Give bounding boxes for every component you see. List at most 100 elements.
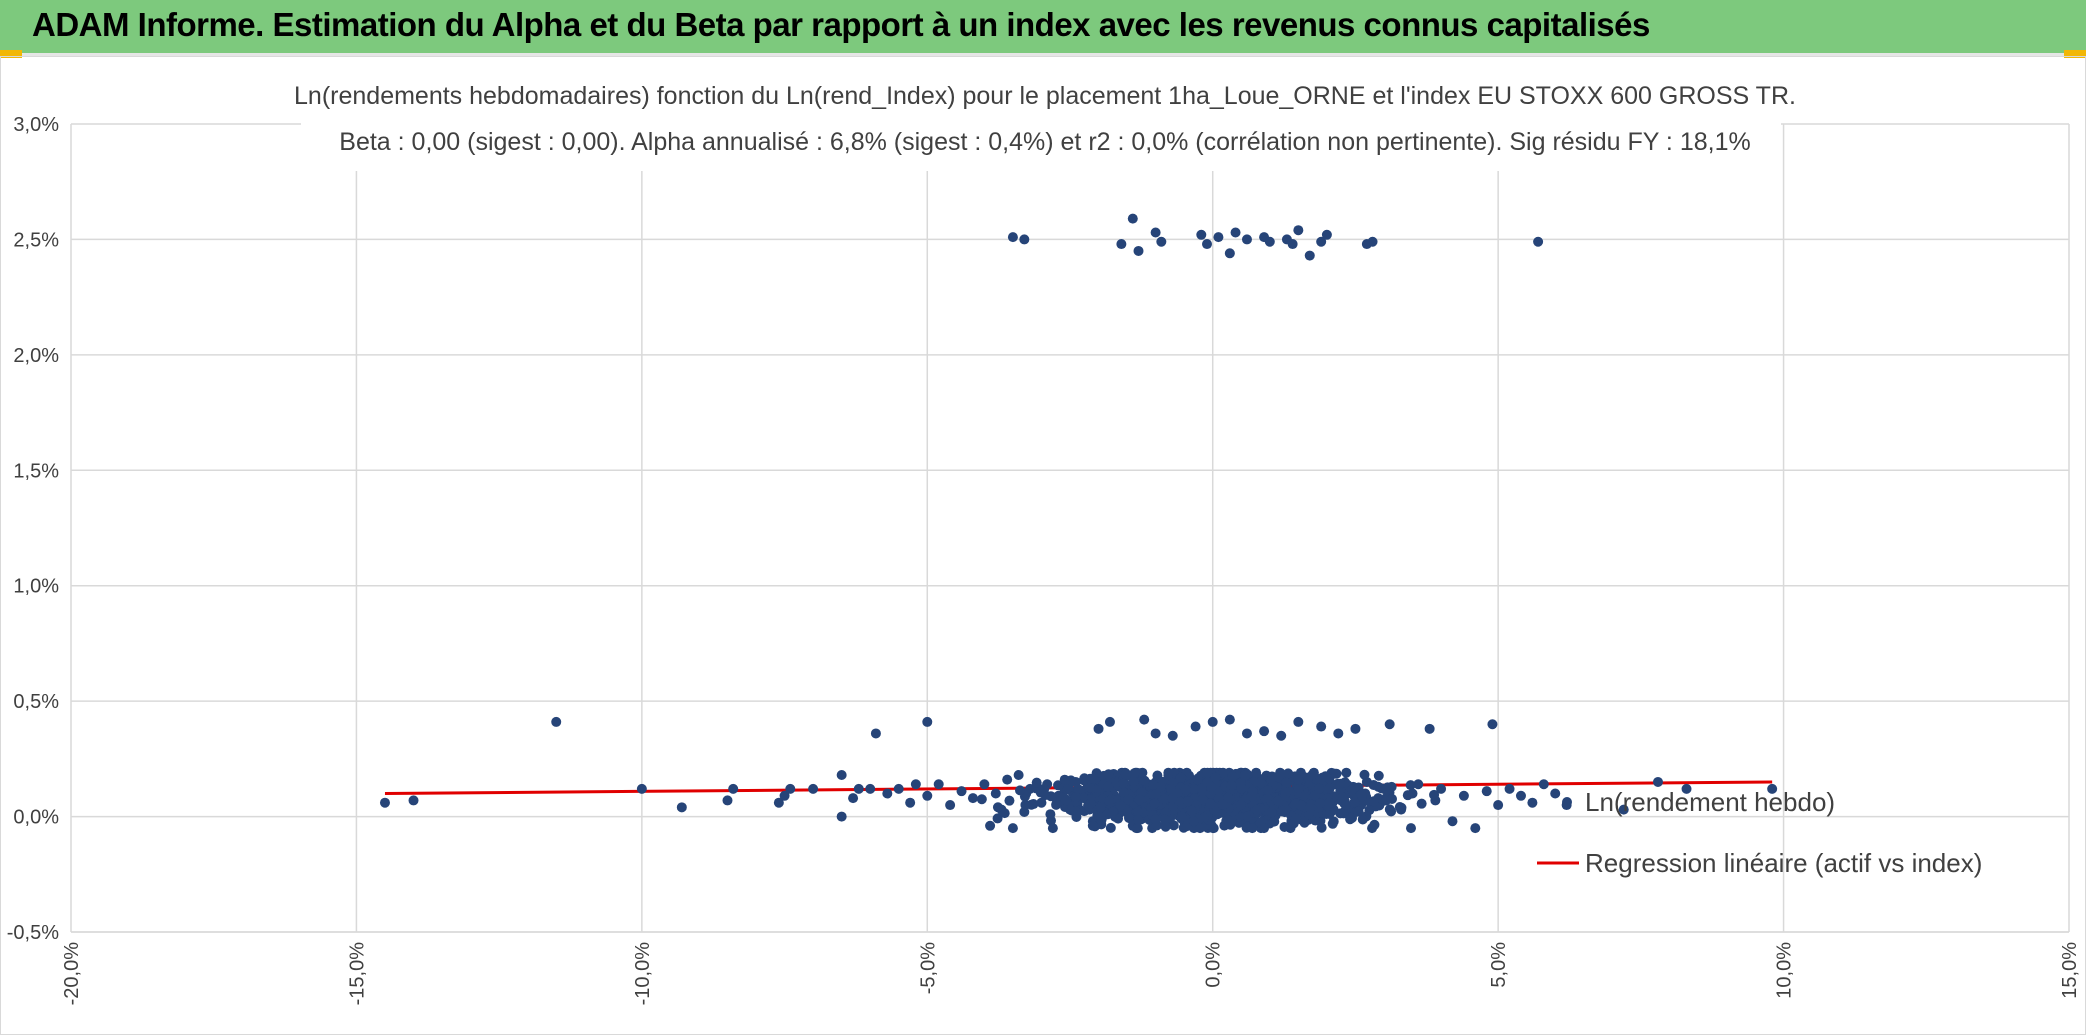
data-point	[1515, 790, 1526, 801]
data-point	[1310, 815, 1321, 826]
data-point	[1331, 768, 1342, 779]
data-point	[836, 811, 847, 822]
chart-title-line-1: Ln(rendements hebdomadaires) fonction du…	[294, 82, 1796, 110]
data-point	[1129, 768, 1140, 779]
data-point	[785, 783, 796, 794]
data-point	[1255, 777, 1266, 788]
data-point	[848, 793, 859, 804]
data-point	[1277, 805, 1288, 816]
data-point	[1346, 812, 1357, 823]
data-point	[992, 813, 1003, 824]
data-point	[1133, 245, 1144, 256]
data-point	[1246, 791, 1257, 802]
y-tick-label: 1,0%	[13, 576, 59, 598]
data-point	[1350, 723, 1361, 734]
data-point	[1118, 787, 1129, 798]
data-point	[1127, 213, 1138, 224]
data-point	[1020, 799, 1031, 810]
data-point	[1202, 767, 1213, 778]
points-layer	[379, 213, 1778, 834]
data-point	[1263, 785, 1274, 796]
y-tick-label: 2,5%	[13, 229, 59, 251]
data-point	[1320, 771, 1331, 782]
corner-marker-left	[0, 50, 22, 58]
data-point	[1227, 771, 1238, 782]
data-point	[979, 779, 990, 790]
data-point	[905, 797, 916, 808]
x-tick-label: 10,0%	[1774, 942, 1796, 999]
data-point	[882, 788, 893, 799]
data-point	[1316, 236, 1327, 247]
data-point	[1251, 767, 1262, 778]
data-point	[1150, 789, 1161, 800]
data-point	[1035, 787, 1046, 798]
data-point	[1103, 769, 1114, 780]
y-tick-label: 1,5%	[13, 460, 59, 482]
data-point	[1031, 777, 1042, 788]
data-point	[1239, 770, 1250, 781]
data-point	[1538, 779, 1549, 790]
data-point	[1047, 823, 1058, 834]
data-point	[1133, 806, 1144, 817]
data-point	[1002, 774, 1013, 785]
data-point	[1150, 227, 1161, 238]
data-point	[1104, 716, 1115, 727]
data-point	[1338, 808, 1349, 819]
y-tick-label: 2,0%	[13, 345, 59, 367]
x-tick-label: -15,0%	[346, 942, 368, 1006]
y-tick-label: -0,5%	[7, 922, 59, 944]
data-point	[1045, 815, 1056, 826]
data-point	[1123, 813, 1134, 824]
data-point	[1368, 796, 1379, 807]
data-point	[1051, 799, 1062, 810]
legend-label-points: Ln(rendement hebdo)	[1585, 787, 1835, 817]
data-point	[1416, 798, 1427, 809]
data-point	[1436, 783, 1447, 794]
data-point	[1104, 796, 1115, 807]
data-point	[1160, 821, 1171, 832]
data-point	[1116, 239, 1127, 250]
data-point	[956, 786, 967, 797]
data-point	[1139, 714, 1150, 725]
data-point	[1315, 798, 1326, 809]
data-point	[1296, 800, 1307, 811]
data-point	[1481, 786, 1492, 797]
data-point	[1273, 795, 1284, 806]
data-point	[865, 783, 876, 794]
data-point	[1247, 823, 1258, 834]
data-point	[1175, 772, 1186, 783]
data-point	[1123, 794, 1134, 805]
data-point	[1241, 234, 1252, 245]
data-point	[990, 788, 1001, 799]
data-point	[1293, 774, 1304, 785]
data-point	[1402, 790, 1413, 801]
data-point	[870, 728, 881, 739]
data-point	[1159, 793, 1170, 804]
y-tick-label: 3,0%	[13, 114, 59, 136]
data-point	[1230, 227, 1241, 238]
data-point	[1241, 728, 1252, 739]
data-point	[1293, 225, 1304, 236]
data-point	[1386, 793, 1397, 804]
data-point	[1167, 793, 1178, 804]
data-point	[1487, 719, 1498, 730]
data-point	[1341, 767, 1352, 778]
data-point	[1347, 784, 1358, 795]
x-tick-label: 0,0%	[1203, 942, 1225, 988]
data-point	[1287, 239, 1298, 250]
data-point	[1070, 806, 1081, 817]
data-point	[1293, 716, 1304, 727]
data-point	[1504, 783, 1515, 794]
data-point	[1405, 780, 1416, 791]
data-point	[933, 779, 944, 790]
data-point	[1197, 794, 1208, 805]
data-point	[408, 795, 419, 806]
data-point	[1139, 775, 1150, 786]
data-point	[1276, 730, 1287, 741]
data-point	[1137, 767, 1148, 778]
data-point	[1290, 813, 1301, 824]
data-point	[1337, 792, 1348, 803]
x-tick-label: -20,0%	[61, 942, 83, 1006]
data-point	[1205, 798, 1216, 809]
data-point	[1195, 823, 1206, 834]
